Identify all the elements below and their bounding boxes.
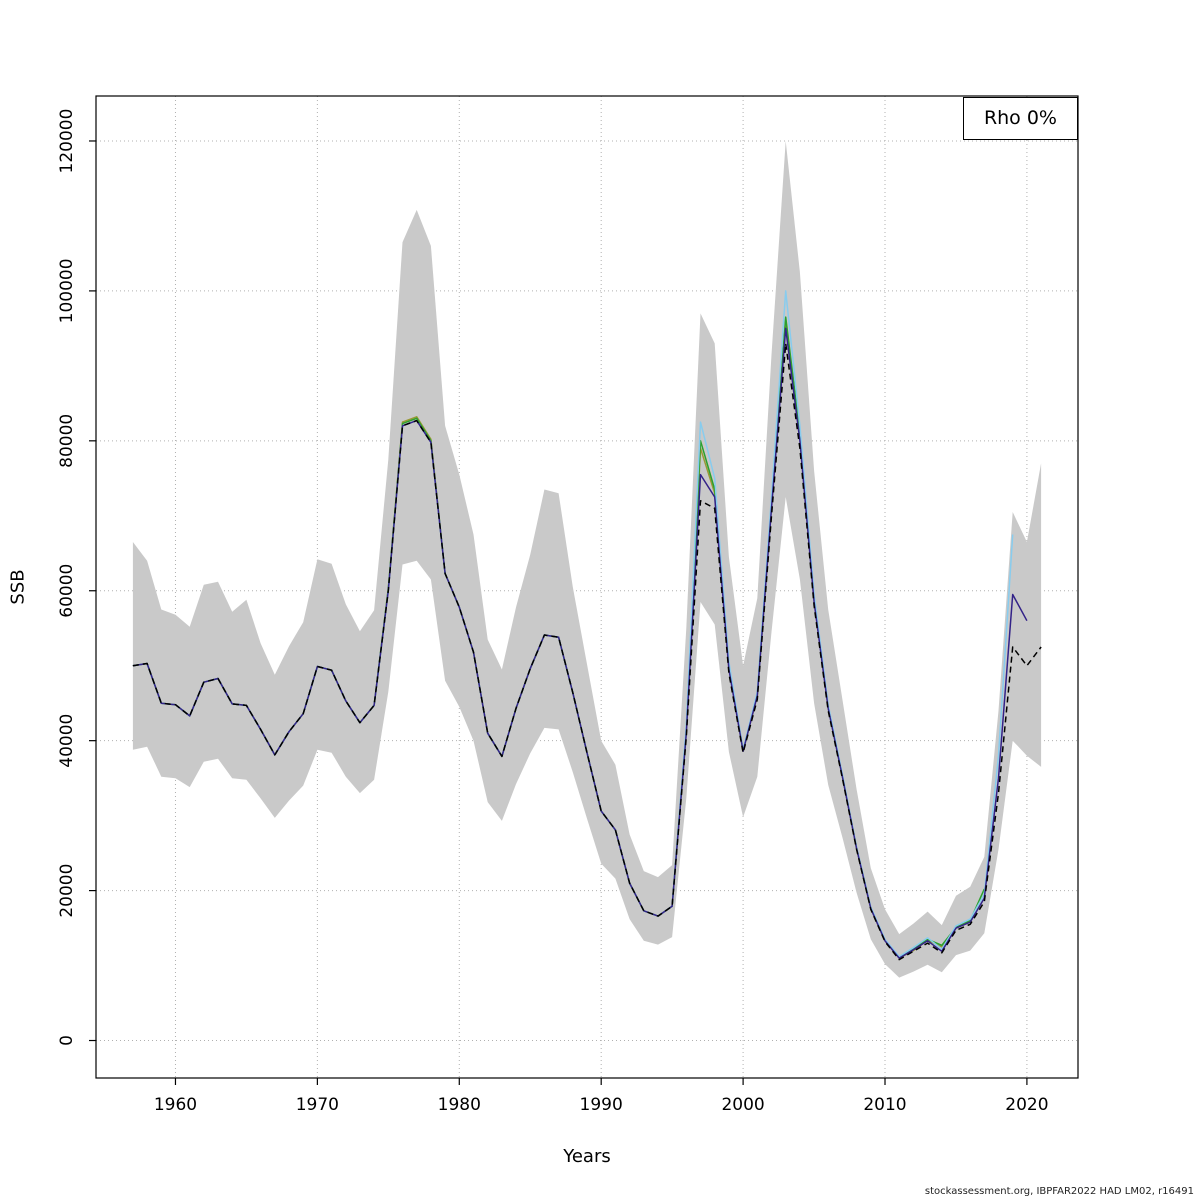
x-tick-label: 1980 [438, 1095, 481, 1115]
x-tick-label: 2000 [721, 1095, 764, 1115]
y-tick-label: 60000 [57, 564, 77, 618]
legend: Rho 0% [962, 97, 1078, 140]
line-final-run-2021 [132, 342, 1042, 961]
x-tick-label: 2020 [1005, 1095, 1048, 1115]
y-axis-title: SSB [7, 569, 29, 605]
y-tick-label: 40000 [57, 714, 77, 768]
y-tick-label: 20000 [57, 864, 77, 918]
x-tick-label: 2010 [863, 1095, 906, 1115]
y-tick-label: 120000 [57, 109, 77, 174]
x-tick-label: 1970 [296, 1095, 339, 1115]
legend-label: Rho 0% [983, 107, 1057, 129]
plot-border [95, 95, 1079, 1079]
x-tick-label: 1990 [580, 1095, 623, 1115]
y-tick-label: 100000 [57, 258, 77, 323]
y-tick-label: 0 [57, 1035, 77, 1046]
x-axis-title: Years [563, 1146, 611, 1167]
confidence-band [132, 141, 1042, 978]
watermark-caption: stockassessment.org, IBPFAR2022 HAD LM02… [924, 1186, 1194, 1197]
y-tick-label: 80000 [57, 414, 77, 468]
x-tick-label: 1960 [154, 1095, 197, 1115]
